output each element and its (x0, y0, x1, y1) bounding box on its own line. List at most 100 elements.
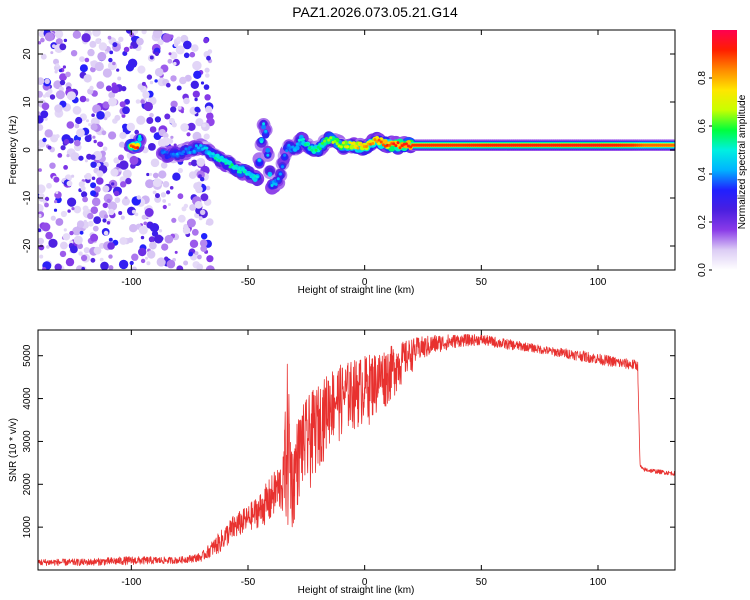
noise-blob (166, 82, 171, 88)
noise-blob (196, 157, 206, 167)
noise-blob (146, 74, 153, 80)
y-tick-label: 0 (22, 147, 33, 153)
noise-blob (152, 190, 157, 195)
noise-blob (84, 174, 88, 179)
noise-blob (149, 241, 157, 250)
noise-blob (38, 203, 44, 213)
ridge-segment (228, 165, 232, 169)
ridge-segment (604, 143, 608, 147)
x-tick-label: 0 (362, 577, 368, 588)
noise-blob (91, 176, 96, 181)
noise-blob (123, 46, 130, 53)
ridge-segment (516, 143, 520, 147)
ridge-segment (425, 143, 429, 147)
noise-blob (189, 239, 199, 248)
ridge-segment (444, 143, 448, 147)
ridge-segment (606, 143, 610, 147)
noise-blob (79, 230, 84, 235)
noise-blob (54, 200, 58, 204)
ridge-segment (438, 143, 442, 147)
ridge-segment (640, 143, 644, 147)
noise-blob (87, 212, 94, 220)
noise-blob (124, 98, 130, 105)
noise-blob (170, 106, 177, 113)
ridge-segment (482, 143, 486, 147)
ridge-segment (587, 143, 591, 147)
ridge-segment (608, 143, 612, 147)
noise-blob (125, 177, 132, 185)
ridge-segment (335, 142, 339, 146)
noise-blob (111, 182, 115, 186)
noise-blob (174, 250, 178, 254)
ridge-segment (600, 143, 604, 147)
ridge-segment (239, 170, 242, 174)
noise-blob (89, 85, 94, 91)
noise-blob (41, 222, 51, 232)
noise-blob (59, 79, 66, 86)
ridge-segment (278, 172, 282, 176)
colorbar: 0.0 0.2 0.4 0.6 0.8 Normalized spectral ampl… (697, 30, 748, 277)
noise-blob (119, 101, 126, 108)
y-tick-label: 1000 (22, 516, 33, 539)
ridge-segment (661, 143, 665, 147)
noise-blob (196, 263, 204, 270)
ridge-segment (642, 143, 646, 147)
x-tick-label: 0 (362, 277, 368, 288)
ridge-segment (329, 136, 333, 140)
ridge-segment (463, 143, 467, 147)
ridge-segment (197, 146, 200, 150)
noise-blob (108, 237, 113, 242)
ridge-segment (514, 143, 518, 147)
noise-blob (117, 76, 122, 81)
ridge-segment (621, 143, 625, 147)
noise-blob (121, 113, 126, 118)
ridge-segment (276, 177, 280, 181)
noise-blob (176, 265, 184, 270)
noise-blob (96, 111, 105, 120)
noise-blob (98, 42, 108, 51)
colorbar-ticks: 0.0 0.2 0.4 0.6 0.8 (697, 71, 712, 277)
noise-blob (189, 51, 196, 58)
noise-blob (66, 91, 76, 101)
noise-blob (102, 218, 107, 223)
colorbar-label: Normalized spectral amplitude (737, 94, 748, 229)
ridge-segment (167, 155, 171, 159)
noise-blob (108, 265, 114, 270)
noise-blob (180, 110, 184, 114)
noise-blob (102, 146, 108, 152)
noise-blob (92, 135, 96, 139)
noise-blob (102, 202, 109, 209)
ridge-segment (518, 143, 522, 147)
noise-blob (92, 30, 101, 37)
noise-blob (119, 237, 128, 245)
ridge-segment (644, 143, 648, 147)
ridge-segment (581, 143, 585, 147)
ridge-segment (243, 170, 247, 174)
noise-blob (59, 250, 67, 258)
ridge-segment (352, 142, 356, 145)
noise-blob (93, 246, 102, 255)
noise-blob (47, 88, 53, 94)
noise-blob (120, 215, 125, 220)
noise-blob (103, 230, 109, 236)
noise-blob (87, 48, 95, 57)
ridge-segment (194, 144, 198, 148)
ridge-segment (507, 143, 511, 147)
ridge-segment (520, 143, 524, 147)
y-tick-label: 2000 (22, 473, 33, 496)
ridge-segment (354, 144, 358, 148)
noise-blob (57, 153, 63, 158)
noise-blob (162, 204, 167, 210)
noise-blob (206, 218, 214, 226)
noise-blob (190, 159, 198, 167)
spectrogram-signal-ridge (124, 118, 675, 195)
noise-blob (100, 261, 109, 270)
noise-blob (54, 70, 58, 74)
ridge-segment (409, 145, 413, 149)
noise-blob (70, 50, 78, 57)
noise-blob (55, 134, 60, 139)
noise-blob (74, 139, 81, 147)
noise-blob (83, 74, 92, 83)
ridge-segment (308, 146, 312, 150)
noise-blob (193, 182, 201, 190)
